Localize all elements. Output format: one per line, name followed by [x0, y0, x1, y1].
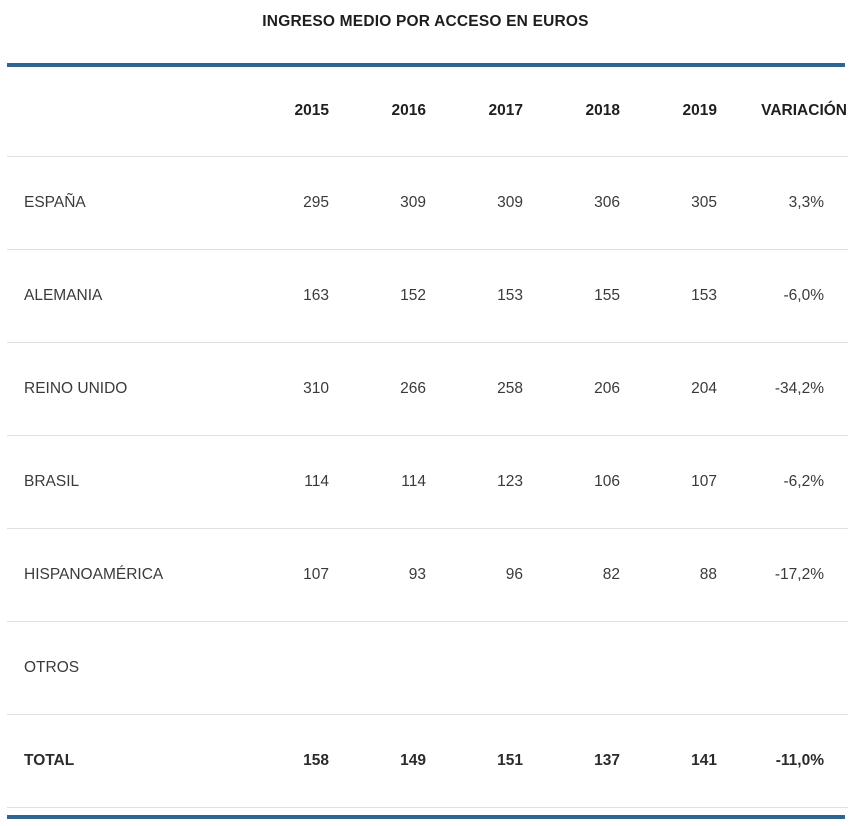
value-cell: 106 — [594, 472, 620, 490]
value-cell — [620, 621, 717, 714]
variacion-cell — [717, 621, 848, 714]
header-row: 2015 2016 2017 2018 2019 VARIACIÓN — [7, 67, 848, 156]
value-cell: 204 — [691, 379, 717, 397]
row-label: OTROS — [24, 658, 80, 676]
value-cell: 206 — [594, 379, 620, 397]
header-2016: 2016 — [391, 102, 426, 120]
variacion-cell: -11,0% — [775, 751, 824, 769]
variacion-cell: -34,2% — [774, 379, 824, 397]
value-cell: 309 — [400, 193, 426, 211]
header-2017: 2017 — [488, 102, 523, 120]
value-cell: 153 — [691, 286, 717, 304]
header-variacion: VARIACIÓN — [761, 102, 847, 120]
value-cell: 107 — [691, 472, 717, 490]
bottom-accent-rule — [7, 814, 845, 819]
table-row: REINO UNIDO 310 266 258 206 204 -34,2% — [7, 342, 848, 435]
value-cell — [232, 621, 329, 714]
value-cell: 107 — [303, 565, 329, 583]
header-2019: 2019 — [682, 102, 717, 120]
value-cell: 123 — [497, 472, 523, 490]
value-cell: 266 — [400, 379, 426, 397]
table-body: ESPAÑA 295 309 309 306 305 3,3% ALEMANIA 163 152 1… — [7, 156, 848, 807]
variacion-cell: -6,2% — [783, 472, 825, 490]
value-cell: 310 — [303, 379, 329, 397]
value-cell: 309 — [497, 193, 523, 211]
table-row: ESPAÑA 295 309 309 306 305 3,3% — [7, 156, 848, 249]
value-cell: 158 — [303, 751, 329, 769]
value-cell: 306 — [594, 193, 620, 211]
row-label: TOTAL — [24, 751, 75, 769]
page-title: INGRESO MEDIO POR ACCESO EN EUROS — [262, 13, 589, 30]
value-cell: 96 — [505, 565, 523, 583]
value-cell: 137 — [594, 751, 620, 769]
value-cell: 149 — [400, 751, 426, 769]
value-cell: 153 — [497, 286, 523, 304]
value-cell: 163 — [303, 286, 329, 304]
value-cell — [329, 621, 426, 714]
value-cell: 141 — [691, 751, 717, 769]
table-row: ALEMANIA 163 152 153 155 153 -6,0% — [7, 249, 848, 342]
row-label: BRASIL — [24, 472, 80, 490]
variacion-cell: -17,2% — [774, 565, 824, 583]
value-cell: 151 — [497, 751, 523, 769]
data-table: 2015 2016 2017 2018 2019 VARIACIÓN ESPAÑ… — [7, 67, 848, 808]
value-cell: 88 — [699, 565, 717, 583]
value-cell — [426, 621, 523, 714]
row-label: ALEMANIA — [24, 286, 103, 304]
value-cell: 82 — [602, 565, 620, 583]
value-cell: 295 — [303, 193, 329, 211]
value-cell: 305 — [691, 193, 717, 211]
value-cell: 155 — [594, 286, 620, 304]
variacion-cell: 3,3% — [788, 193, 824, 211]
top-accent-rule — [7, 63, 845, 67]
value-cell: 152 — [400, 286, 426, 304]
row-label: HISPANOAMÉRICA — [24, 565, 164, 583]
table-row: HISPANOAMÉRICA 107 93 96 82 88 -17,2% — [7, 528, 848, 621]
value-cell: 114 — [401, 472, 426, 490]
header-2015: 2015 — [294, 102, 329, 120]
row-label: REINO UNIDO — [24, 379, 128, 397]
table-row: TOTAL 158 149 151 137 141 -11,0% — [7, 714, 848, 807]
value-cell: 93 — [408, 565, 426, 583]
value-cell: 114 — [304, 472, 329, 490]
variacion-cell: -6,0% — [783, 286, 825, 304]
table-row: OTROS — [7, 621, 848, 714]
table-row: BRASIL 114 114 123 106 107 -6,2% — [7, 435, 848, 528]
header-2018: 2018 — [585, 102, 620, 120]
value-cell — [523, 621, 620, 714]
row-label: ESPAÑA — [24, 193, 86, 211]
value-cell: 258 — [497, 379, 523, 397]
header-empty — [7, 67, 232, 156]
